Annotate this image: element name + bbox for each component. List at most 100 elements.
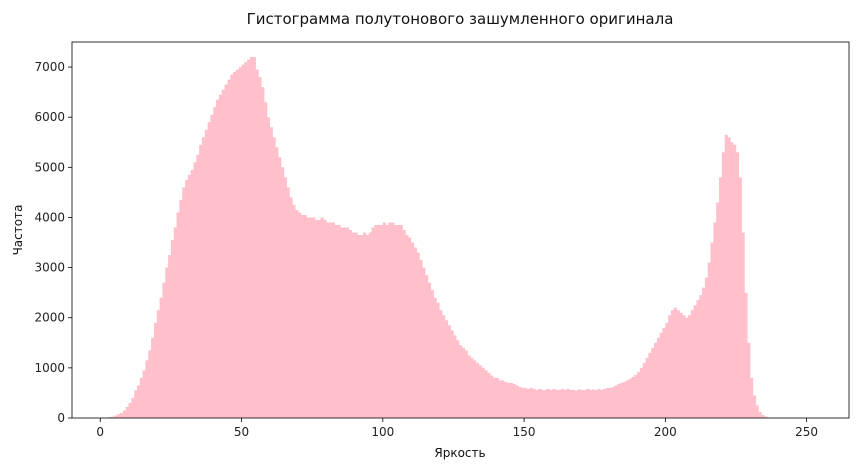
plot-area-frame	[71, 41, 850, 419]
histogram-bar	[323, 219, 327, 418]
histogram-bar	[713, 222, 717, 418]
histogram-bar	[303, 214, 307, 418]
histogram-bar	[428, 282, 432, 418]
histogram-bar	[365, 235, 369, 418]
y-tick-label: 2000	[34, 311, 65, 325]
histogram-bar	[216, 99, 220, 419]
histogram-bar	[577, 389, 581, 418]
histogram-bar	[707, 262, 711, 418]
histogram-bar	[235, 69, 239, 418]
histogram-bar	[128, 402, 132, 418]
histogram-bar	[685, 317, 689, 418]
histogram-bar	[622, 381, 627, 418]
histogram-bar	[159, 297, 163, 418]
histogram-bar	[727, 137, 731, 418]
histogram-bar	[597, 388, 601, 418]
histogram-bar	[521, 387, 525, 418]
y-axis-ticks: 0 1000 2000 3000 4000 5000 6000 7000	[34, 60, 72, 425]
histogram-bar	[744, 292, 748, 418]
histogram-bar	[665, 322, 669, 418]
histogram-bar	[456, 340, 460, 418]
histogram-bar	[541, 389, 545, 418]
histogram-bar	[266, 117, 271, 418]
histogram-bar	[340, 227, 344, 418]
histogram-bar	[396, 224, 401, 418]
histogram-bar	[439, 310, 443, 418]
histogram-bar	[549, 389, 553, 418]
histogram-bar	[574, 390, 579, 418]
histogram-bar	[348, 230, 352, 418]
histogram-bar	[589, 389, 593, 418]
y-tick-label: 1000	[34, 361, 65, 375]
histogram-bar	[153, 322, 158, 418]
histogram-bar	[247, 59, 251, 419]
histogram-bar	[388, 222, 392, 418]
histogram-bar	[555, 389, 559, 418]
histogram-bar	[394, 224, 398, 418]
histogram-bar	[187, 174, 191, 418]
histogram-bar	[583, 389, 587, 418]
histogram-bar	[447, 325, 451, 418]
histogram-bar	[114, 415, 118, 418]
histogram-bar	[459, 345, 463, 418]
histogram-bar	[606, 387, 610, 418]
histogram-bar	[300, 214, 304, 418]
histogram-bar	[642, 362, 646, 418]
histogram-bar	[207, 122, 211, 419]
histogram-bar	[399, 224, 403, 418]
histogram-bar	[671, 310, 675, 418]
histogram-bar	[515, 385, 519, 418]
histogram-bar	[690, 310, 694, 418]
y-tick-label: 3000	[34, 261, 65, 275]
histogram-bar	[436, 302, 440, 418]
histogram-bar	[269, 127, 273, 418]
histogram-bar	[204, 129, 208, 419]
histogram-bar	[136, 385, 141, 418]
histogram-bar	[337, 224, 341, 418]
histogram-bar	[218, 94, 222, 418]
histogram-bar	[312, 217, 316, 418]
histogram-bar	[518, 386, 522, 418]
histogram-bar	[478, 365, 482, 418]
histogram-bar	[272, 137, 276, 418]
histogram-bar	[467, 355, 471, 418]
histogram-bar	[730, 142, 734, 418]
histogram-bar	[241, 64, 245, 418]
histogram-bar	[329, 222, 333, 418]
histogram-bar	[501, 380, 505, 418]
histogram-bar	[281, 167, 285, 418]
histogram-bar	[512, 383, 516, 418]
histogram-bar	[283, 177, 287, 418]
histogram-bar	[560, 388, 564, 418]
histogram-bar	[631, 376, 635, 418]
histogram-bar	[134, 390, 138, 418]
histogram-bar	[151, 337, 155, 418]
histogram-bar	[580, 389, 584, 418]
histogram-bar	[402, 230, 406, 418]
histogram-bar	[721, 152, 725, 419]
histogram-bar	[693, 305, 697, 418]
histogram-bar	[298, 212, 302, 418]
histogram-bar	[532, 388, 536, 418]
histogram-bar	[676, 310, 680, 418]
histogram-bar	[738, 177, 742, 418]
histogram-bar	[552, 388, 556, 418]
histogram-bar	[430, 290, 434, 418]
histogram-bar	[470, 357, 474, 418]
histogram-bar	[385, 224, 389, 418]
histogram-bar	[710, 242, 714, 418]
y-tick-label: 7000	[34, 60, 65, 74]
histogram-bar	[289, 197, 293, 418]
histogram-bar	[334, 224, 338, 418]
histogram-bar	[481, 367, 485, 418]
histogram-bar	[473, 360, 477, 418]
histogram-bar	[250, 57, 254, 418]
x-tick-label: 100	[371, 425, 394, 439]
histogram-bar	[227, 79, 231, 418]
histogram-bar	[317, 219, 321, 418]
histogram-bar	[662, 327, 666, 418]
histogram-bar	[221, 89, 225, 418]
histogram-bar	[326, 222, 330, 418]
histogram-bar	[377, 224, 381, 418]
histogram-bar	[535, 389, 539, 418]
